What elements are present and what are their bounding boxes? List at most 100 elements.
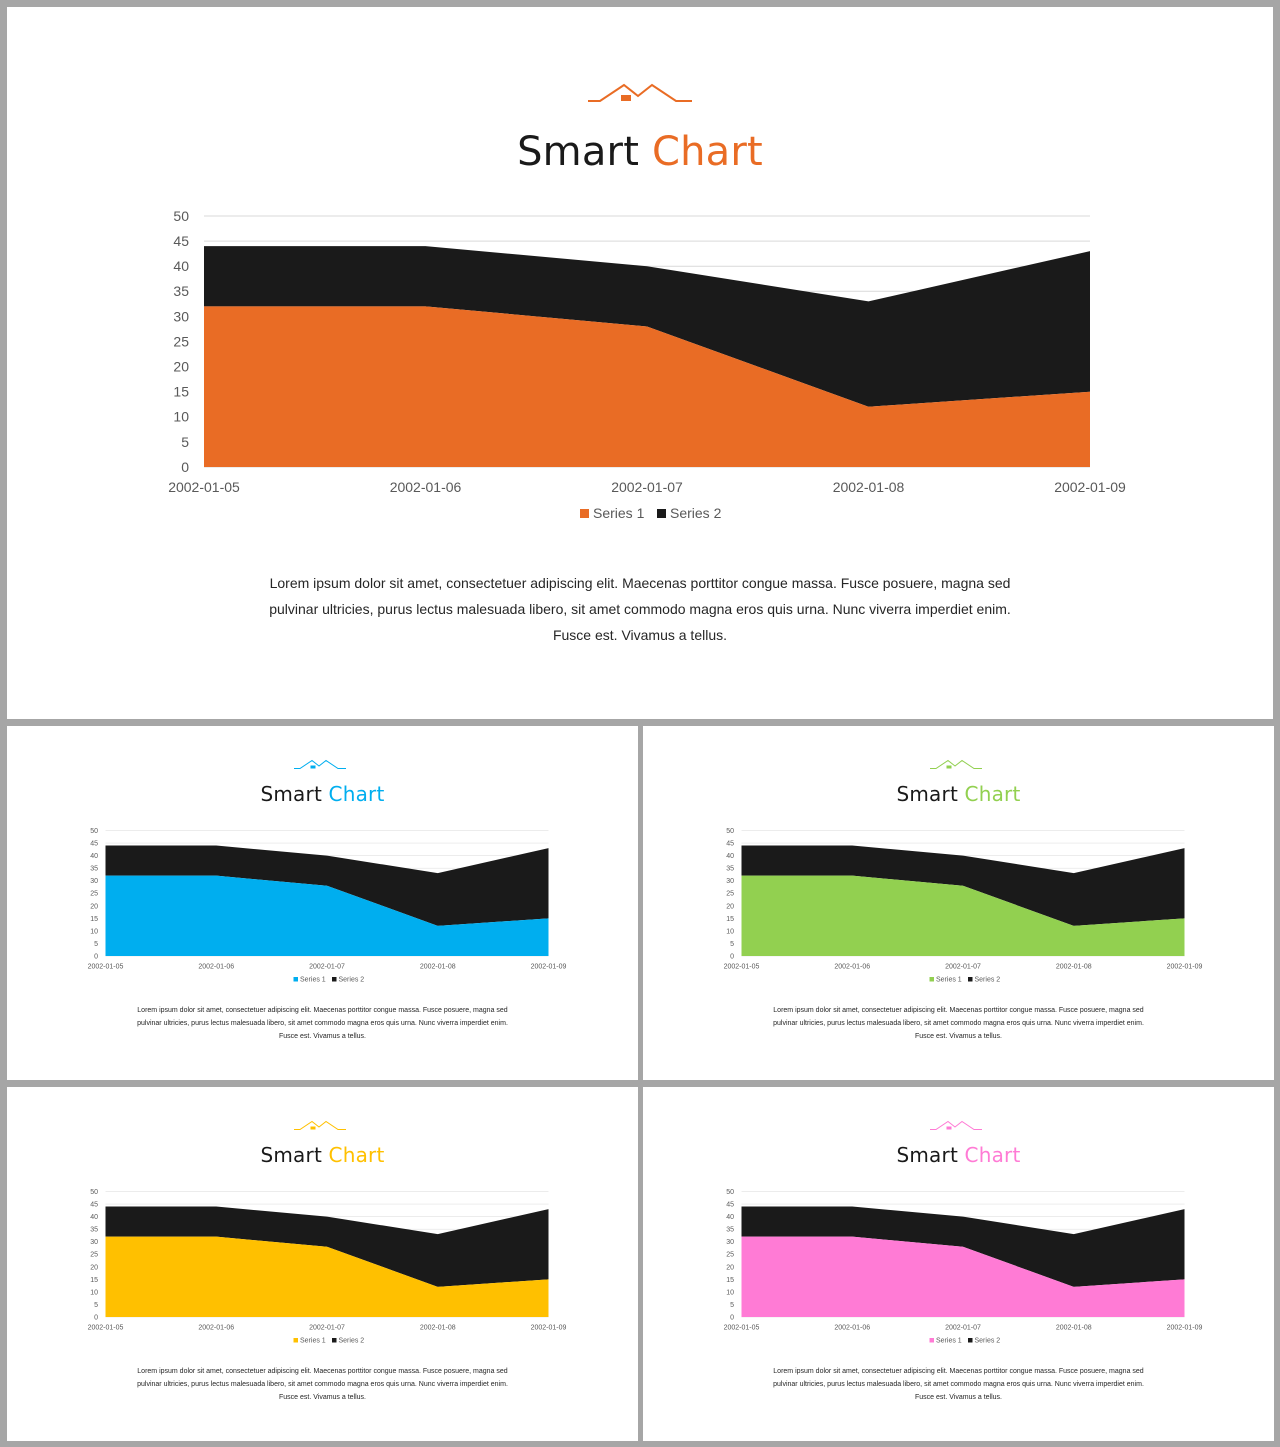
stacked-area-chart: 0 5 10 15 20 25 30 35 40 45 50 2002-01-05 2002-01-06… (724, 1189, 1203, 1345)
body-line: Fusce est. Vivamus a tellus. (552, 627, 728, 643)
legend-label: Series 1 (300, 1338, 326, 1345)
x-tick-label: 2002-01-08 (833, 479, 905, 495)
y-tick-label: 15 (90, 1277, 98, 1284)
y-tick-label: 35 (90, 866, 98, 873)
legend-label: Series 2 (975, 1338, 1001, 1345)
house-logo-icon (588, 83, 692, 102)
y-tick-label: 40 (90, 853, 98, 860)
house-logo-icon (294, 1120, 346, 1130)
title-word-smart: Smart (260, 1143, 322, 1167)
y-tick-label: 10 (90, 928, 98, 935)
slide-green: Smart Chart 0 5 10 15 20 25 30 35 40 45 50 2002-01-… (643, 726, 1274, 1080)
legend-swatch (580, 509, 589, 518)
legend-swatch (293, 1338, 298, 1343)
y-tick-label: 35 (90, 1227, 98, 1234)
y-tick-label: 20 (726, 1264, 734, 1271)
y-tick-label: 5 (181, 434, 189, 450)
body-paragraph: Lorem ipsum dolor sit amet, consectetuer… (683, 1365, 1234, 1404)
y-tick-label: 15 (173, 384, 189, 400)
house-logo-icon (294, 759, 346, 769)
y-tick-label: 10 (90, 1289, 98, 1296)
y-tick-label: 45 (90, 841, 98, 848)
legend-label: Series 1 (300, 977, 326, 984)
y-tick-label: 25 (90, 1252, 98, 1259)
legend-swatch (332, 1338, 337, 1343)
house-logo-icon (930, 1120, 982, 1130)
y-tick-label: 15 (726, 916, 734, 923)
y-tick-label: 0 (730, 1314, 734, 1321)
y-tick-label: 40 (726, 853, 734, 860)
slide-pink: Smart Chart 0 5 10 15 20 25 30 35 40 45 50 2002-01-… (643, 1087, 1274, 1441)
logo-window (310, 1126, 316, 1130)
x-tick-label: 2002-01-08 (1056, 964, 1092, 971)
y-tick-label: 5 (94, 1302, 98, 1309)
stacked-area-chart: 0 5 10 15 20 25 30 35 40 45 50 2002-01-05 2002-01-06… (88, 1189, 567, 1345)
title-word-smart: Smart (517, 129, 640, 175)
y-tick-label: 50 (90, 1189, 98, 1196)
body-line: Fusce est. Vivamus a tellus. (914, 1033, 1003, 1040)
legend-swatch (968, 1338, 973, 1343)
y-tick-label: 50 (173, 208, 189, 224)
y-tick-label: 40 (726, 1214, 734, 1221)
y-tick-label: 35 (726, 866, 734, 873)
body-line: Fusce est. Vivamus a tellus. (914, 1394, 1003, 1401)
y-tick-label: 45 (173, 233, 189, 249)
x-tick-label: 2002-01-08 (420, 964, 456, 971)
y-tick-label: 5 (730, 941, 734, 948)
series-2-area (105, 1206, 549, 1287)
y-tick-label: 45 (726, 841, 734, 848)
body-line: pulvinar ultricies, purus lectus malesua… (269, 601, 1011, 617)
title-word-chart: Chart (652, 129, 763, 175)
y-tick-label: 0 (94, 1314, 98, 1321)
x-tick-label: 2002-01-07 (309, 964, 345, 971)
y-tick-label: 15 (726, 1277, 734, 1284)
title-word-chart: Chart (964, 1143, 1021, 1167)
y-tick-label: 25 (726, 891, 734, 898)
slide-title: Smart Chart (643, 1143, 1274, 1167)
x-tick-label: 2002-01-09 (531, 1325, 567, 1332)
stacked-area-chart: 0 5 10 15 20 25 30 35 40 45 50 2002-01-05 2002-01-06… (168, 208, 1126, 521)
series-1-area (105, 875, 549, 956)
body-line: Lorem ipsum dolor sit amet, consectetuer… (773, 1368, 1144, 1375)
y-tick-label: 30 (90, 878, 98, 885)
title-word-smart: Smart (896, 782, 958, 806)
y-tick-label: 50 (726, 1189, 734, 1196)
slide-title: Smart Chart (643, 782, 1274, 806)
body-line: Fusce est. Vivamus a tellus. (278, 1394, 367, 1401)
series-1-area (204, 306, 1090, 467)
x-tick-label: 2002-01-05 (88, 964, 124, 971)
title-word-smart: Smart (896, 1143, 958, 1167)
series-1-area (741, 875, 1185, 956)
y-tick-label: 20 (173, 359, 189, 375)
logo-window (310, 765, 316, 769)
x-tick-label: 2002-01-09 (1167, 964, 1203, 971)
legend-label: Series 2 (339, 1338, 365, 1345)
y-tick-label: 30 (90, 1239, 98, 1246)
logo-roofline (294, 759, 346, 769)
body-line: Lorem ipsum dolor sit amet, consectetuer… (137, 1368, 508, 1375)
x-tick-label: 2002-01-09 (1167, 1325, 1203, 1332)
body-line: Lorem ipsum dolor sit amet, consectetuer… (137, 1007, 508, 1014)
x-tick-label: 2002-01-09 (1054, 479, 1126, 495)
y-tick-label: 0 (730, 953, 734, 960)
y-tick-label: 5 (94, 941, 98, 948)
legend-label: Series 2 (975, 977, 1001, 984)
body-line: pulvinar ultricies, purus lectus malesua… (773, 1020, 1144, 1027)
logo-window (946, 765, 952, 769)
body-paragraph: Lorem ipsum dolor sit amet, consectetuer… (47, 1004, 598, 1043)
legend-swatch (293, 977, 298, 982)
x-tick-label: 2002-01-07 (611, 479, 683, 495)
legend-swatch (657, 509, 666, 518)
y-tick-label: 30 (726, 878, 734, 885)
slide-title: Smart Chart (7, 782, 638, 806)
y-tick-label: 45 (726, 1202, 734, 1209)
y-tick-label: 35 (726, 1227, 734, 1234)
y-tick-label: 35 (173, 283, 189, 299)
y-tick-label: 30 (173, 308, 189, 324)
body-paragraph: Lorem ipsum dolor sit amet, consectetuer… (47, 1365, 598, 1404)
stacked-area-chart: 0 5 10 15 20 25 30 35 40 45 50 2002-01-05 2002-01-06… (724, 828, 1203, 984)
slide-blue: Smart Chart 0 5 10 15 20 25 30 35 40 45 50 2002-01-… (7, 726, 638, 1080)
title-word-chart: Chart (964, 782, 1021, 806)
y-tick-label: 25 (173, 333, 189, 349)
title-word-smart: Smart (260, 782, 322, 806)
